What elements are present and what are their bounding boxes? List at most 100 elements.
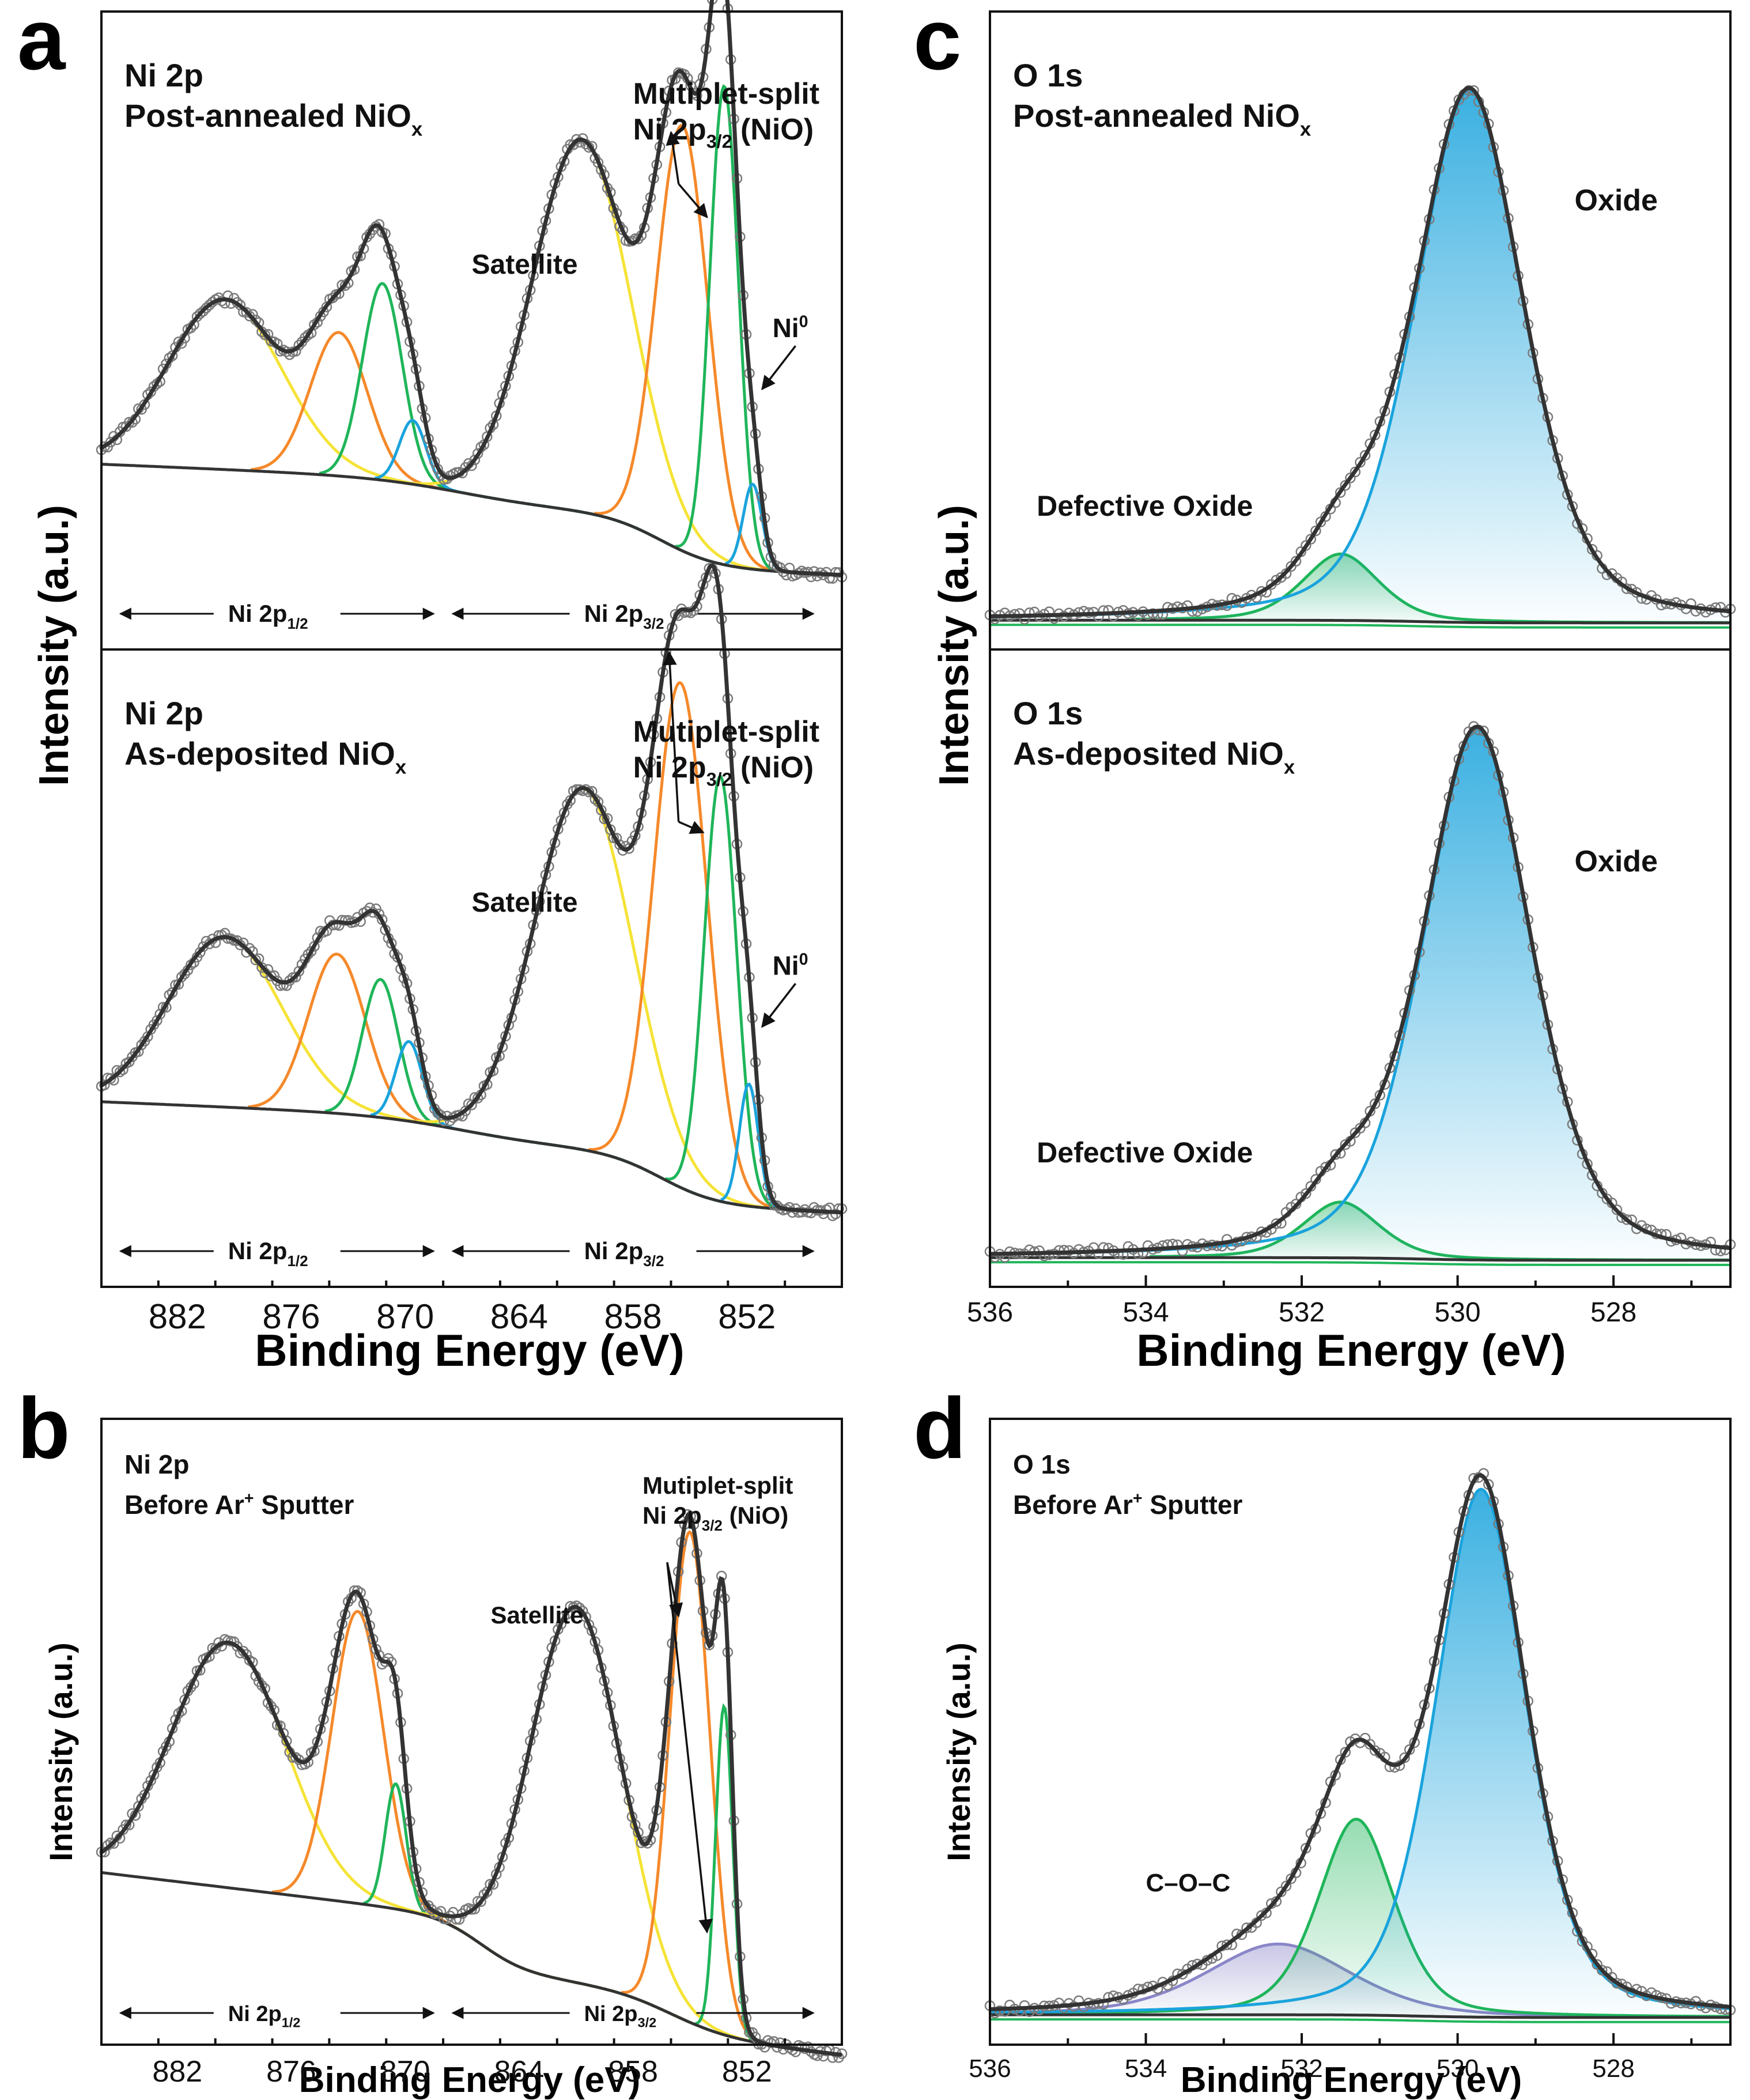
multiplet-label-line1: Mutiplet-split — [633, 77, 820, 111]
multiplet-arrow — [663, 651, 680, 822]
component-line-ni-2p3-2-multiplet-b — [695, 1703, 842, 2057]
x-tick-label: 528 — [1590, 1297, 1636, 1328]
region-label: Ni 2p3/2 — [584, 2002, 657, 2030]
data-point — [118, 1064, 128, 1075]
data-point — [1182, 1238, 1193, 1250]
y-axis-title-a: Intensity (a.u.) — [31, 505, 77, 786]
data-point — [195, 308, 206, 319]
component-line-ni-2p1-2-satellite — [100, 298, 842, 577]
x-tick-label: 530 — [1437, 2054, 1479, 2083]
sample-title: Before Ar+ Sputter — [1013, 1490, 1242, 1520]
ni0-label: Ni0 — [773, 950, 808, 980]
plot-d: 536 534 532 530 528 O 1s Before Ar+ Sputter C–O… — [969, 1418, 1736, 2083]
plot-frame — [100, 648, 843, 1288]
region-label: Ni 2p1/2 — [228, 600, 308, 632]
ni0-arrow — [761, 345, 796, 391]
multiplet-label-line1: Mutiplet-split — [642, 1472, 793, 1499]
background-line — [990, 2013, 1730, 2019]
data-point — [1280, 1880, 1292, 1892]
envelope-line — [989, 1473, 1731, 2012]
data-points — [96, 563, 848, 1221]
data-point — [1301, 1188, 1311, 1199]
data-point — [293, 966, 304, 977]
sample-title: Before Ar+ Sputter — [124, 1490, 354, 1520]
x-tick-label: 864 — [490, 1297, 548, 1336]
y-axis-title-c: Intensity (a.u.) — [931, 505, 977, 786]
data-point — [1271, 1218, 1282, 1229]
x-tick-label: 858 — [604, 1297, 662, 1336]
satellite-label: Satellite — [472, 250, 578, 280]
sample-title: As-deposited NiOx — [124, 735, 407, 779]
plot-a-top: Ni 2p Post-annealed NiOx Ni 2p1/2 Ni 2p3/2 M… — [96, 0, 848, 651]
x-tick-label: 876 — [262, 1297, 320, 1336]
envelope-line — [100, 563, 842, 1215]
y-axis-title-d: Intensity (a.u.) — [940, 1642, 977, 1861]
data-point — [210, 1643, 221, 1655]
plot-c-bottom: 536 534 532 530 528 O 1s As-deposited NiOx Oxid… — [967, 648, 1736, 1328]
data-point — [293, 339, 304, 351]
multiplet-label-line2: Ni 2p3/2 (NiO) — [633, 113, 814, 152]
spectrum-title: O 1s — [1013, 695, 1083, 731]
background-line — [101, 1100, 842, 1214]
x-tick-label: 864 — [494, 2055, 544, 2088]
region-label: Ni 2p3/2 — [584, 600, 664, 632]
data-point — [99, 1079, 110, 1090]
data-point — [198, 941, 209, 953]
data-point — [1241, 1923, 1252, 1933]
data-point — [1290, 556, 1302, 567]
background-line-component — [990, 624, 1730, 629]
data-point — [290, 972, 301, 983]
data-point — [1359, 450, 1371, 461]
data-point — [469, 454, 481, 466]
data-point — [1340, 1747, 1351, 1758]
component-line-ni-2p1-2-satellite — [100, 935, 842, 1214]
multiplet-arrow — [678, 821, 705, 834]
x-tick-label: 536 — [969, 2054, 1011, 2083]
data-point — [238, 1645, 249, 1657]
data-point — [811, 571, 823, 581]
coc-label: C–O–C — [1146, 1869, 1231, 1897]
plot-frame — [100, 1418, 843, 2046]
x-tick-label: 536 — [967, 1297, 1013, 1328]
data-point — [568, 139, 579, 150]
component-line-ni0 — [724, 482, 842, 577]
data-point — [435, 1110, 447, 1121]
envelope-line — [990, 724, 1731, 1256]
data-point — [152, 1015, 162, 1026]
multiplet-arrow — [666, 1562, 713, 1934]
sample-title: Post-annealed NiOx — [1013, 97, 1311, 141]
background-line-component — [990, 2018, 1730, 2023]
data-point — [1611, 1204, 1623, 1215]
component-line-ni-2p3-2-multiplet-a — [594, 124, 842, 577]
plot-a-bottom: 882 876 870 864 858 852 Ni 2p As-deposited NiOx… — [96, 563, 848, 1336]
data-point — [1340, 480, 1351, 491]
data-point — [457, 467, 468, 479]
panel-letter-c: c — [913, 0, 961, 88]
x-tick-label: 870 — [376, 1297, 434, 1336]
x-tick-label: 852 — [718, 1297, 776, 1336]
satellite-label: Satellite — [490, 1602, 583, 1629]
data-point — [349, 1585, 360, 1596]
data-point — [195, 947, 206, 958]
data-point — [1389, 1762, 1400, 1773]
data-point — [1399, 1752, 1410, 1763]
x-tick-label: 532 — [1279, 1297, 1325, 1328]
data-point — [1059, 1245, 1069, 1256]
sample-title: Post-annealed NiOx — [124, 97, 423, 141]
satellite-label: Satellite — [472, 887, 578, 918]
background-line — [101, 463, 842, 577]
x-tick-label: 876 — [266, 2055, 316, 2088]
data-point — [191, 311, 203, 322]
spectrum-title: O 1s — [1013, 1449, 1071, 1479]
panel-letter-d: d — [913, 1380, 966, 1476]
data-point — [1305, 534, 1317, 545]
data-point — [1330, 1149, 1341, 1160]
spectrum-title: Ni 2p — [124, 1449, 189, 1479]
data-point — [105, 436, 116, 448]
component-line-ni-2p3-2-satellite — [420, 1605, 842, 2057]
x-tick-label: 532 — [1280, 2054, 1322, 2083]
defective-oxide-label: Defective Oxide — [1037, 490, 1253, 522]
data-point — [633, 233, 644, 244]
spectrum-title: O 1s — [1013, 57, 1083, 93]
multiplet-label-line2: Ni 2p3/2 (NiO) — [633, 751, 814, 790]
